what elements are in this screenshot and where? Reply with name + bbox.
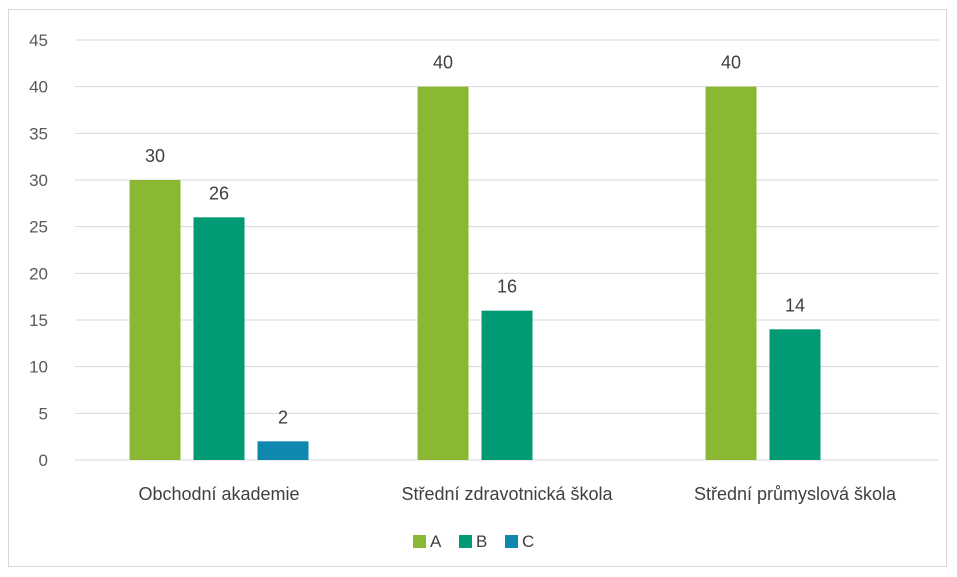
bar-b-3	[769, 329, 821, 460]
y-tick-label: 20	[29, 264, 48, 283]
legend[interactable]: A B C	[413, 532, 534, 551]
category-label: Obchodní akademie	[138, 484, 299, 504]
data-label: 30	[145, 146, 165, 166]
bar-a-2	[417, 86, 469, 461]
y-tick-label: 45	[29, 31, 48, 50]
category-label: Střední průmyslová škola	[694, 484, 897, 504]
y-tick-label: 0	[39, 451, 48, 470]
bar-b-1	[193, 217, 245, 460]
data-labels: 30 26 2 40 16 40 14	[145, 53, 805, 428]
y-axis-tick-labels: 0 5 10 15 20 25 30 35 40 45	[29, 31, 48, 470]
data-label: 40	[721, 53, 741, 73]
bar-b-2	[481, 310, 533, 460]
category-label: Střední zdravotnická škola	[401, 484, 613, 504]
legend-swatch-c	[505, 535, 518, 548]
bar-c-1	[257, 441, 309, 460]
y-tick-label: 5	[39, 404, 48, 423]
y-tick-label: 35	[29, 124, 48, 143]
data-label: 40	[433, 53, 453, 73]
legend-label-c[interactable]: C	[522, 532, 534, 551]
data-label: 14	[785, 295, 805, 315]
data-label: 26	[209, 183, 229, 203]
legend-label-b[interactable]: B	[476, 532, 487, 551]
bars	[129, 86, 821, 461]
x-axis-category-labels: Obchodní akademie Střední zdravotnická šk…	[138, 484, 897, 504]
data-label: 2	[278, 407, 288, 427]
y-tick-label: 30	[29, 171, 48, 190]
bar-a-1	[129, 180, 181, 460]
y-tick-label: 15	[29, 311, 48, 330]
bar-a-3	[705, 86, 757, 461]
data-label: 16	[497, 277, 517, 297]
y-tick-label: 10	[29, 358, 48, 377]
y-tick-label: 25	[29, 218, 48, 237]
legend-swatch-b	[459, 535, 472, 548]
y-tick-label: 40	[29, 78, 48, 97]
legend-swatch-a	[413, 535, 426, 548]
legend-label-a[interactable]: A	[430, 532, 442, 551]
